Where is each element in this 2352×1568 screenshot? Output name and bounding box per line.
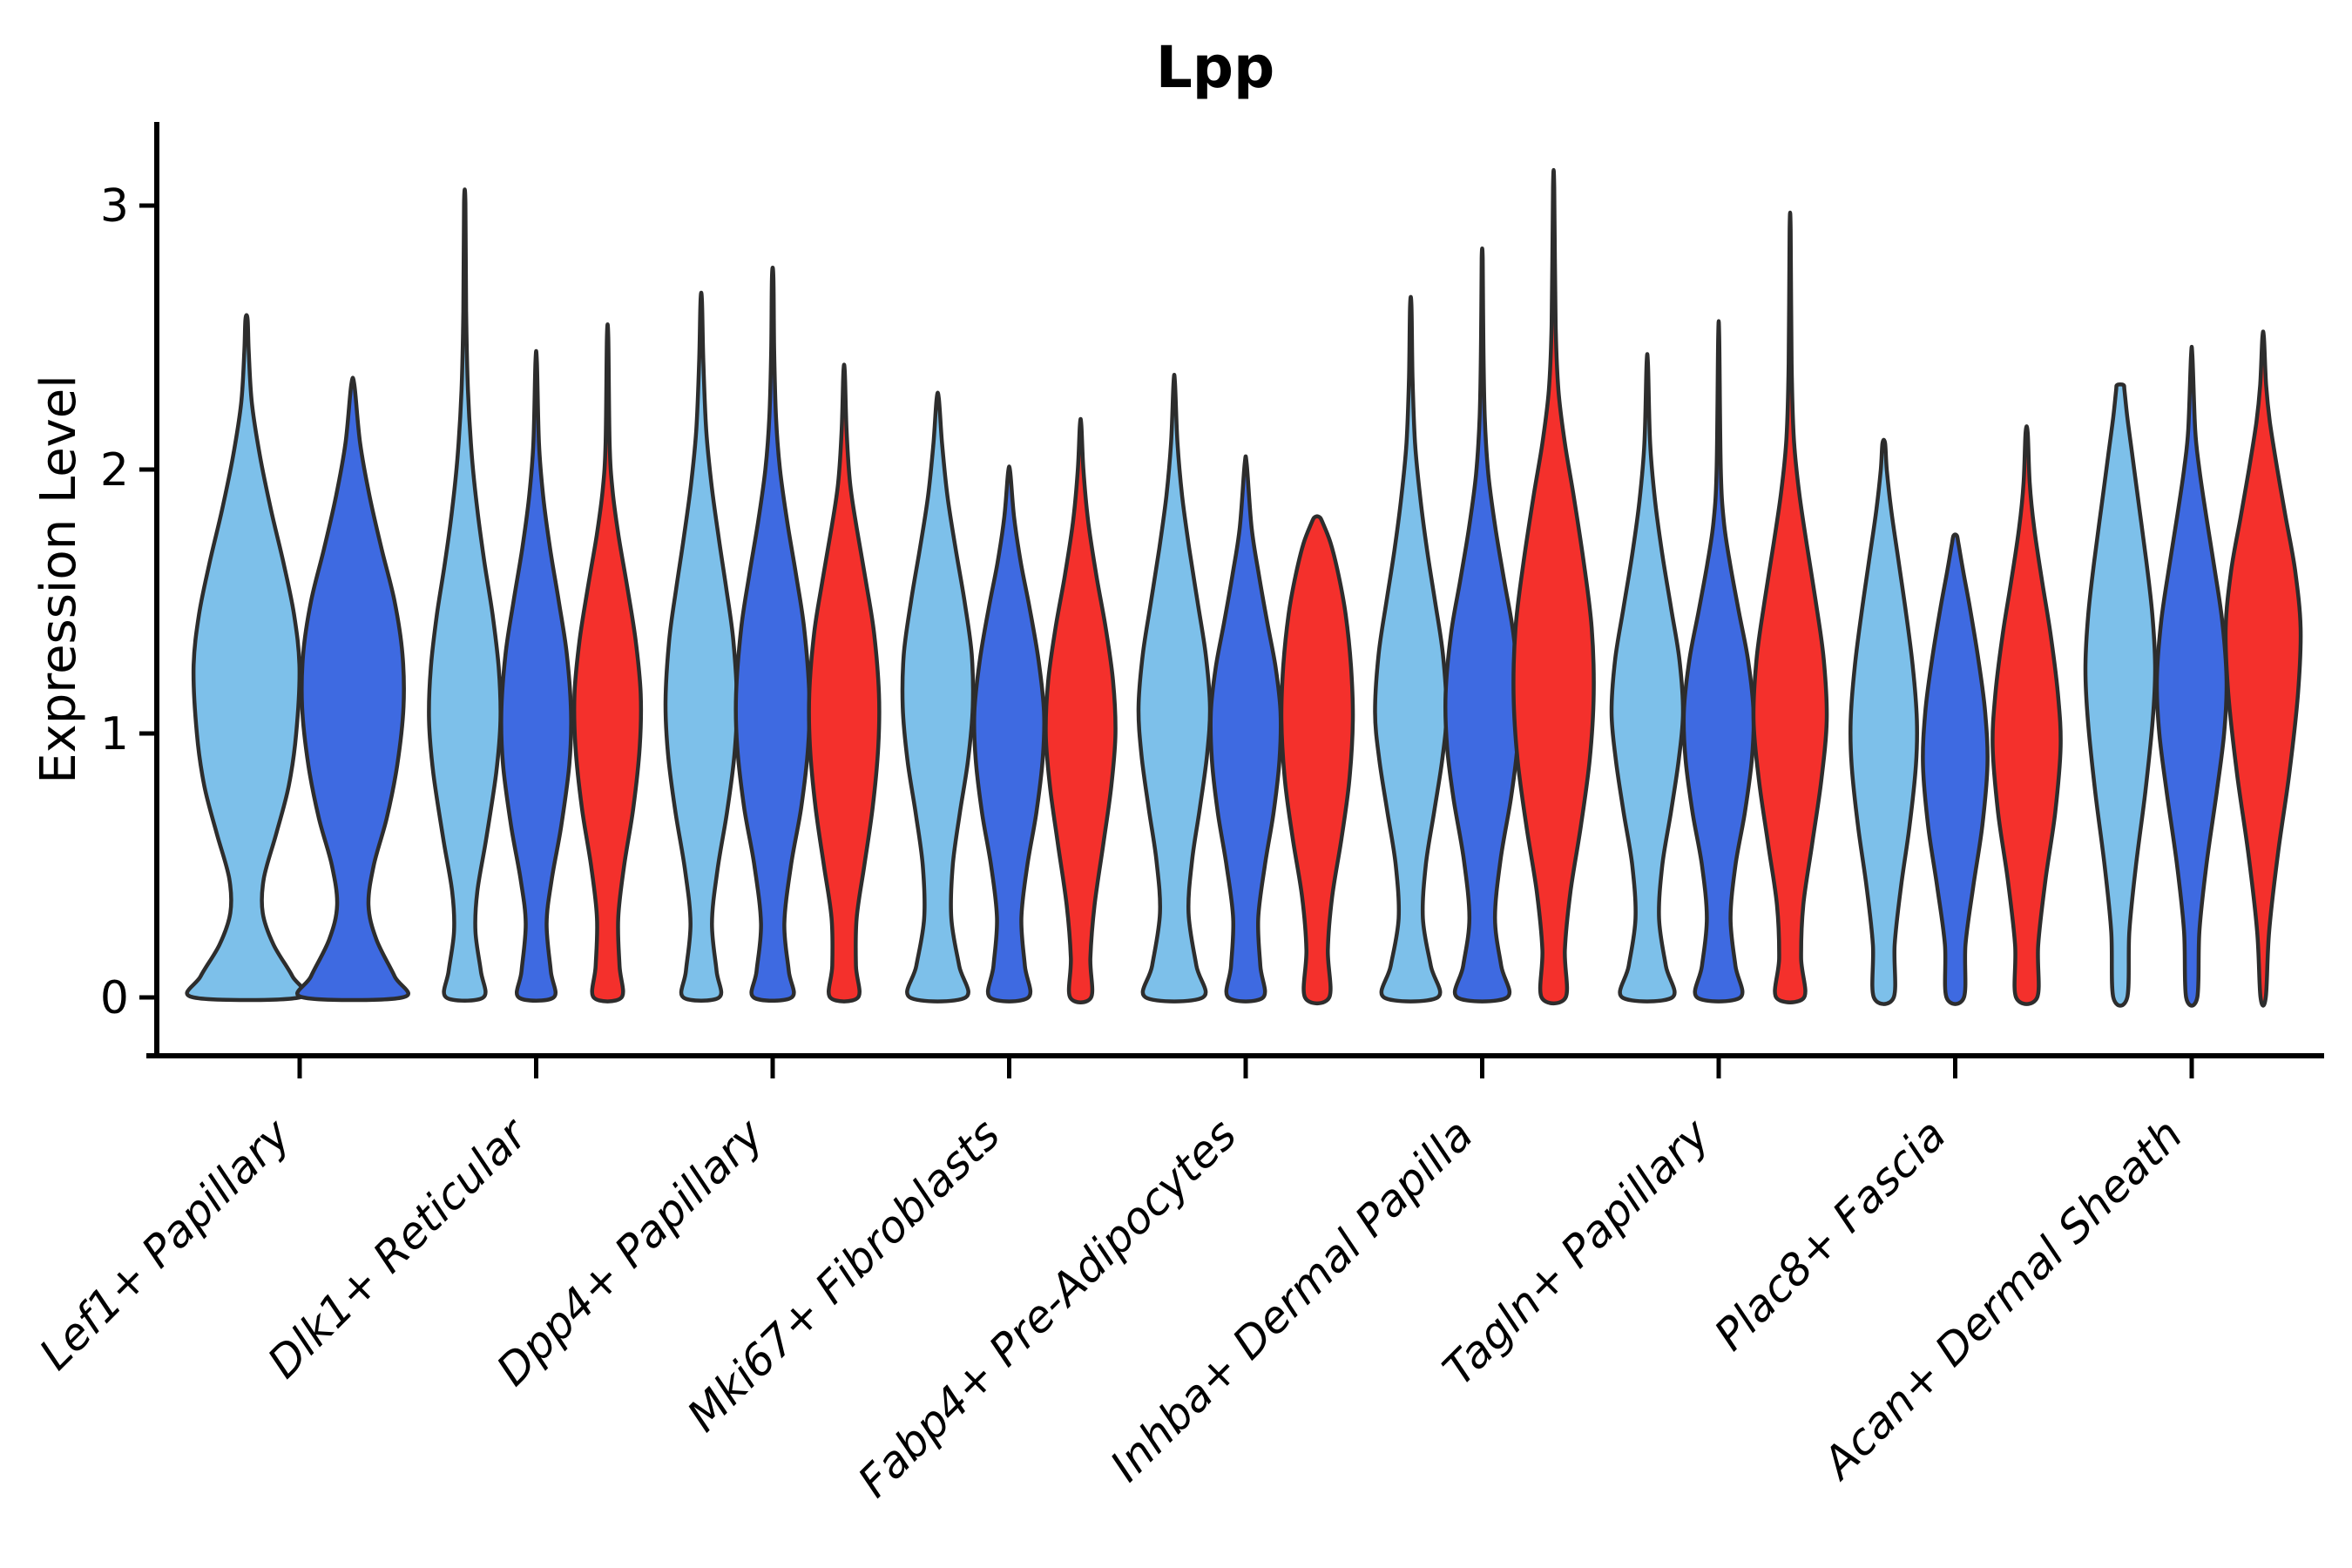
- violin-blue-group-7: [1681, 319, 1756, 1004]
- violin-lightblue-group-8: [1848, 437, 1920, 1006]
- x-tick-label: Fabp4+ Pre-Adipocytes: [848, 1109, 1247, 1507]
- violin-blue-group-2: [499, 348, 573, 1003]
- violin-lightblue-group-7: [1609, 352, 1686, 1004]
- y-tick-labels: 0 1 2 3: [100, 180, 129, 1024]
- violins-layer: [185, 167, 2303, 1008]
- x-tick-label: Plac8+ Fascia: [1705, 1109, 1956, 1360]
- violin-lightblue-group-2: [427, 187, 503, 1003]
- y-tick-label: 1: [100, 708, 129, 760]
- violin-red-group-9: [2223, 329, 2303, 1008]
- axes: [139, 122, 2324, 1078]
- violin-lightblue-group-5: [1136, 373, 1213, 1004]
- violin-red-group-5: [1279, 514, 1355, 1006]
- violin-blue-group-1: [295, 375, 410, 1003]
- y-axis-label: Expression Level: [30, 375, 87, 784]
- violin-blue-group-3: [733, 265, 812, 1003]
- violin-blue-group-9: [2154, 344, 2229, 1008]
- chart-title: Lpp: [1156, 34, 1275, 101]
- violin-red-group-8: [1990, 424, 2063, 1006]
- y-tick-label: 3: [100, 180, 129, 233]
- violin-blue-group-5: [1208, 454, 1283, 1004]
- violin-blue-group-6: [1443, 247, 1522, 1004]
- x-tick-label: Tagln+ Papillary: [1433, 1108, 1720, 1395]
- y-tick-label: 0: [100, 972, 129, 1024]
- violin-red-group-7: [1751, 210, 1829, 1004]
- y-tick-label: 2: [100, 444, 129, 497]
- violin-lightblue-group-6: [1373, 294, 1449, 1004]
- violin-red-group-4: [1044, 416, 1118, 1004]
- violin-red-group-3: [807, 362, 882, 1004]
- violin-lightblue-group-1: [185, 313, 308, 1003]
- x-tick-label: Dlk1+ Reticular: [258, 1107, 538, 1388]
- violin-red-group-6: [1511, 167, 1596, 1006]
- violin-lightblue-group-3: [663, 290, 740, 1003]
- violin-lightblue-group-9: [2083, 382, 2158, 1008]
- violin-red-group-2: [571, 322, 644, 1004]
- violin-blue-group-8: [1921, 532, 1990, 1006]
- violin-blue-group-4: [971, 464, 1047, 1004]
- x-tick-label: Lef1+ Papillary: [30, 1108, 301, 1379]
- violin-lightblue-group-4: [900, 390, 976, 1004]
